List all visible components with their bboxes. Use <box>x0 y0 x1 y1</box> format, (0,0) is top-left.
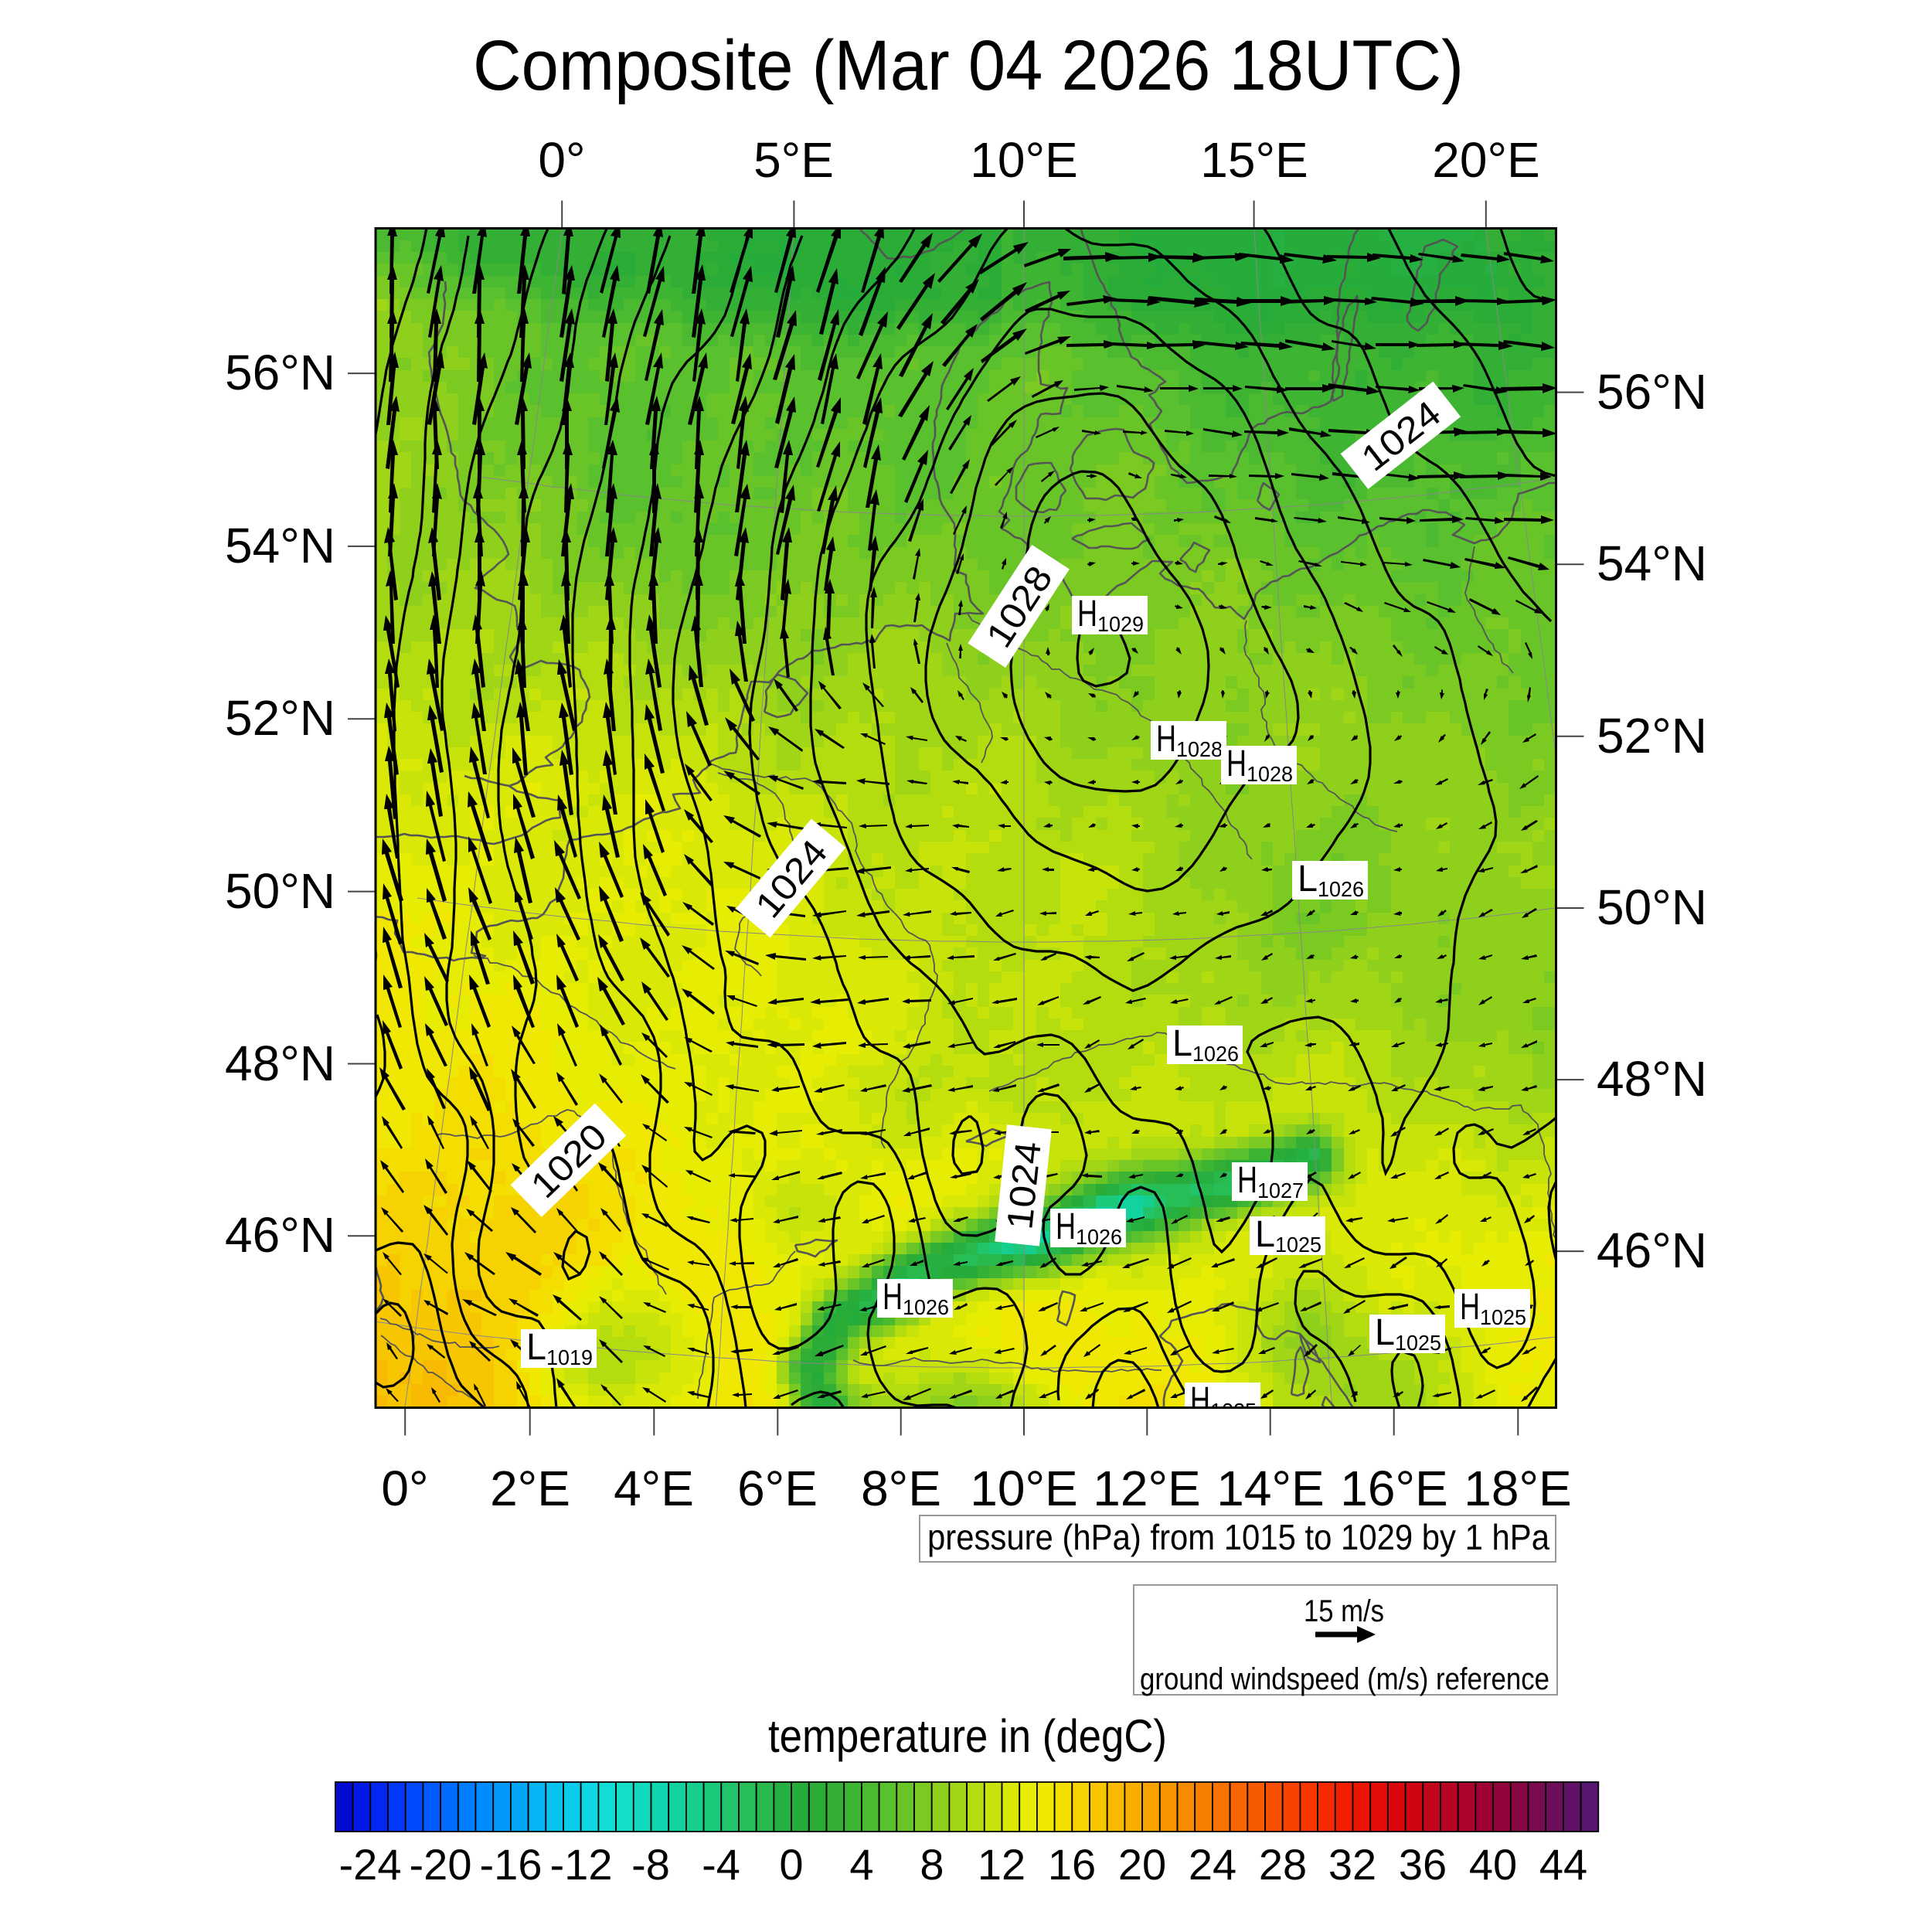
svg-text:52°N: 52°N <box>225 690 335 746</box>
svg-text:pressure (hPa) from 1015 to 10: pressure (hPa) from 1015 to 1029 by 1 hP… <box>927 1517 1549 1557</box>
svg-text:H: H <box>1156 719 1176 760</box>
svg-text:12: 12 <box>978 1840 1026 1889</box>
svg-text:56°N: 56°N <box>1597 364 1707 420</box>
svg-text:0°: 0° <box>381 1461 428 1516</box>
svg-text:1025: 1025 <box>1395 1331 1441 1355</box>
svg-text:L: L <box>1375 1312 1395 1353</box>
svg-text:-20: -20 <box>410 1840 472 1889</box>
svg-text:48°N: 48°N <box>1597 1051 1707 1107</box>
svg-text:1027: 1027 <box>1257 1179 1304 1202</box>
svg-text:20: 20 <box>1118 1840 1166 1889</box>
svg-text:20°E: 20°E <box>1432 132 1539 188</box>
svg-text:L: L <box>1298 859 1318 900</box>
svg-text:52°N: 52°N <box>1597 708 1707 764</box>
svg-text:1026: 1026 <box>1318 877 1364 901</box>
svg-text:40: 40 <box>1469 1840 1517 1889</box>
svg-text:L: L <box>526 1327 546 1368</box>
svg-text:8°E: 8°E <box>861 1461 941 1516</box>
svg-text:54°N: 54°N <box>1597 536 1707 591</box>
svg-text:0°: 0° <box>538 132 585 188</box>
svg-text:48°N: 48°N <box>225 1036 335 1091</box>
svg-text:50°N: 50°N <box>1597 879 1707 935</box>
svg-text:46°N: 46°N <box>1597 1223 1707 1278</box>
svg-text:-12: -12 <box>550 1840 613 1889</box>
svg-text:-16: -16 <box>480 1840 543 1889</box>
svg-text:H: H <box>1460 1287 1480 1328</box>
svg-text:1026: 1026 <box>1076 1225 1122 1249</box>
svg-text:32: 32 <box>1328 1840 1376 1889</box>
svg-text:4: 4 <box>849 1840 873 1889</box>
svg-text:L: L <box>1255 1214 1275 1255</box>
svg-text:16°E: 16°E <box>1340 1461 1447 1516</box>
svg-text:4°E: 4°E <box>614 1461 694 1516</box>
svg-text:16: 16 <box>1048 1840 1096 1889</box>
svg-text:-4: -4 <box>702 1840 740 1889</box>
svg-text:H: H <box>1226 743 1247 784</box>
svg-text:H: H <box>1190 1380 1210 1421</box>
svg-text:1024: 1024 <box>998 1139 1049 1231</box>
svg-text:1029: 1029 <box>1097 612 1144 636</box>
svg-text:2°E: 2°E <box>490 1461 570 1516</box>
svg-text:1025: 1025 <box>1210 1399 1257 1423</box>
svg-text:24: 24 <box>1189 1840 1236 1889</box>
svg-text:H: H <box>883 1277 903 1318</box>
svg-text:1026: 1026 <box>903 1295 949 1319</box>
svg-text:-8: -8 <box>631 1840 670 1889</box>
svg-text:14°E: 14°E <box>1216 1461 1324 1516</box>
svg-text:12°E: 12°E <box>1093 1461 1200 1516</box>
svg-text:Composite (Mar 04 2026 18UTC): Composite (Mar 04 2026 18UTC) <box>473 26 1464 105</box>
svg-text:6°E: 6°E <box>737 1461 818 1516</box>
svg-text:10°E: 10°E <box>970 1461 1077 1516</box>
svg-text:-24: -24 <box>339 1840 402 1889</box>
svg-text:50°N: 50°N <box>225 863 335 919</box>
svg-text:temperature in (degC): temperature in (degC) <box>768 1710 1167 1762</box>
svg-text:1025: 1025 <box>1275 1233 1321 1257</box>
svg-text:1025: 1025 <box>1480 1305 1526 1329</box>
svg-text:1026: 1026 <box>1192 1042 1239 1066</box>
svg-text:H: H <box>1056 1206 1076 1247</box>
svg-text:54°N: 54°N <box>225 518 335 573</box>
svg-text:H: H <box>1237 1160 1257 1201</box>
svg-text:28: 28 <box>1259 1840 1307 1889</box>
svg-text:15 m/s: 15 m/s <box>1304 1594 1384 1628</box>
svg-text:H: H <box>1077 594 1097 634</box>
svg-text:0: 0 <box>779 1840 803 1889</box>
svg-text:56°N: 56°N <box>225 345 335 400</box>
svg-text:15°E: 15°E <box>1200 132 1308 188</box>
svg-text:10°E: 10°E <box>970 132 1077 188</box>
svg-text:44: 44 <box>1539 1840 1587 1889</box>
svg-text:L: L <box>1172 1023 1192 1064</box>
svg-text:1019: 1019 <box>546 1345 593 1369</box>
svg-text:36: 36 <box>1399 1840 1447 1889</box>
svg-text:5°E: 5°E <box>753 132 834 188</box>
svg-text:8: 8 <box>920 1840 944 1889</box>
svg-text:1028: 1028 <box>1247 762 1293 786</box>
svg-text:ground windspeed (m/s) referen: ground windspeed (m/s) reference <box>1140 1662 1549 1696</box>
svg-text:1028: 1028 <box>1176 737 1223 761</box>
svg-text:18°E: 18°E <box>1464 1461 1571 1516</box>
svg-text:46°N: 46°N <box>225 1207 335 1263</box>
